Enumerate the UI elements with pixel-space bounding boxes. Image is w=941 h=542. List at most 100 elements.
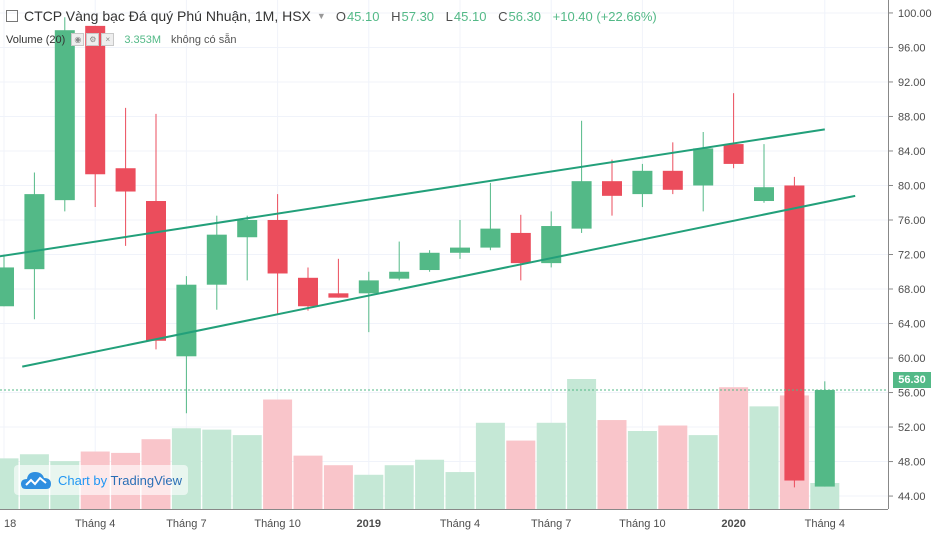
y-tick-label: 100.00	[898, 8, 932, 20]
candle-body[interactable]	[541, 226, 562, 264]
symbol-title[interactable]: CTCP Vàng bạc Đá quý Phú Nhuận, 1M, HSX	[24, 8, 311, 24]
candle-body[interactable]	[24, 194, 45, 270]
ohlc-values: O45.10 H57.30 L45.10 C56.30 +10.40 (+22.…	[336, 9, 665, 24]
volume-bar	[688, 435, 718, 509]
candle-body[interactable]	[146, 201, 166, 341]
close-label: C	[498, 8, 508, 24]
volume-bar	[384, 465, 414, 509]
y-tick-label: 76.00	[898, 215, 926, 227]
candle-body[interactable]	[0, 267, 14, 307]
volume-bar	[202, 429, 232, 509]
y-tick-label: 60.00	[898, 353, 926, 365]
y-tick-label: 48.00	[898, 457, 926, 469]
watermark-text: Chart by TradingView	[58, 473, 182, 488]
low-label: L	[445, 8, 453, 24]
candle-body[interactable]	[510, 232, 531, 264]
symbol-toggle-icon[interactable]	[6, 10, 18, 22]
candle-body[interactable]	[632, 170, 653, 195]
trendline[interactable]	[0, 128, 825, 258]
candle-body[interactable]	[237, 219, 258, 238]
volume-bar	[627, 431, 657, 509]
candle-body[interactable]	[814, 389, 835, 487]
y-tick-label: 72.00	[898, 250, 926, 262]
x-tick-label: Tháng 4	[805, 518, 845, 530]
candle-body[interactable]	[450, 247, 470, 253]
candle-body[interactable]	[602, 181, 622, 196]
volume-bar	[749, 406, 779, 509]
volume-bar	[232, 435, 262, 509]
candles[interactable]	[0, 17, 835, 488]
candle-body[interactable]	[206, 234, 227, 285]
watermark-prefix: Chart by	[58, 472, 111, 488]
y-tick-label: 84.00	[898, 146, 926, 158]
candle-body[interactable]	[723, 144, 744, 164]
watermark-brand: TradingView	[110, 472, 183, 488]
eye-icon[interactable]: ◉	[71, 33, 85, 46]
change-value: +10.40 (+22.66%)	[552, 8, 657, 24]
last-price-label: 56.30	[893, 372, 931, 388]
candle-body[interactable]	[389, 271, 410, 279]
cloud-logo-icon	[21, 472, 51, 489]
volume-bar	[475, 422, 505, 509]
y-tick-label: 96.00	[898, 42, 926, 54]
y-tick-label: 88.00	[898, 111, 926, 123]
volume-bar	[597, 420, 627, 509]
volume-bar	[810, 483, 840, 509]
x-tick-label: 18	[4, 518, 16, 530]
candle-body[interactable]	[85, 25, 106, 175]
close-value: 56.30	[508, 8, 542, 24]
y-tick-label: 92.00	[898, 77, 926, 89]
x-tick-label: Tháng 10	[619, 518, 665, 530]
candle-body[interactable]	[115, 168, 136, 192]
candle-body[interactable]	[571, 181, 592, 229]
candle-body[interactable]	[328, 293, 349, 298]
volume-ma-status: không có sẵn	[171, 33, 237, 46]
chevron-down-icon[interactable]: ▼	[316, 11, 326, 21]
y-axis-labels[interactable]: 44.00 48.00 52.00 56.00 60.00 64.00 68.00 72.00…	[888, 8, 932, 503]
volume-bar	[354, 474, 384, 509]
y-tick-label: 64.00	[898, 319, 926, 331]
volume-bar	[0, 458, 19, 509]
x-tick-label: 2020	[721, 518, 745, 530]
candle-body[interactable]	[298, 277, 318, 307]
volume-bar	[506, 440, 536, 509]
candle-body[interactable]	[419, 252, 440, 271]
x-axis-labels[interactable]: 18 Tháng 4 Tháng 7 Tháng 10 2019 Tháng 4 Tháng…	[4, 518, 845, 530]
trendline[interactable]	[22, 194, 856, 368]
tradingview-watermark[interactable]: Chart by TradingView	[14, 465, 189, 495]
trendlines[interactable]	[0, 128, 856, 368]
volume-value: 3.353M	[124, 33, 162, 46]
high-value: 57.30	[401, 8, 435, 24]
candle-body[interactable]	[267, 219, 288, 274]
volume-bar	[658, 425, 688, 509]
volume-indicator-name[interactable]: Volume (20)	[6, 33, 66, 46]
candle-body[interactable]	[358, 280, 379, 294]
candle-body[interactable]	[784, 185, 805, 481]
candle-body[interactable]	[176, 284, 197, 357]
gear-icon[interactable]: ⚙	[86, 33, 100, 46]
low-value: 45.10	[453, 8, 487, 24]
x-tick-label: 2019	[357, 518, 381, 530]
candle-body[interactable]	[754, 187, 774, 202]
y-tick-label: 52.00	[898, 422, 926, 434]
y-tick-label: 68.00	[898, 284, 926, 296]
volume-bar	[323, 465, 353, 509]
x-tick-label: Tháng 4	[440, 518, 480, 530]
volume-bar	[536, 422, 566, 509]
candle-body[interactable]	[662, 170, 683, 190]
candle-body[interactable]	[693, 148, 714, 186]
x-tick-label: Tháng 7	[166, 518, 206, 530]
candle-body[interactable]	[54, 30, 75, 201]
close-icon[interactable]: ×	[101, 33, 115, 46]
x-tick-label: Tháng 7	[531, 518, 571, 530]
open-label: O	[335, 8, 346, 24]
open-value: 45.10	[346, 8, 380, 24]
x-tick-label: Tháng 4	[75, 518, 115, 530]
candle-body[interactable]	[480, 228, 501, 248]
volume-bar	[415, 459, 445, 509]
volume-bar	[445, 472, 475, 509]
volume-bar	[293, 455, 323, 509]
y-tick-label: 44.00	[898, 491, 926, 503]
volume-bar	[263, 399, 293, 509]
